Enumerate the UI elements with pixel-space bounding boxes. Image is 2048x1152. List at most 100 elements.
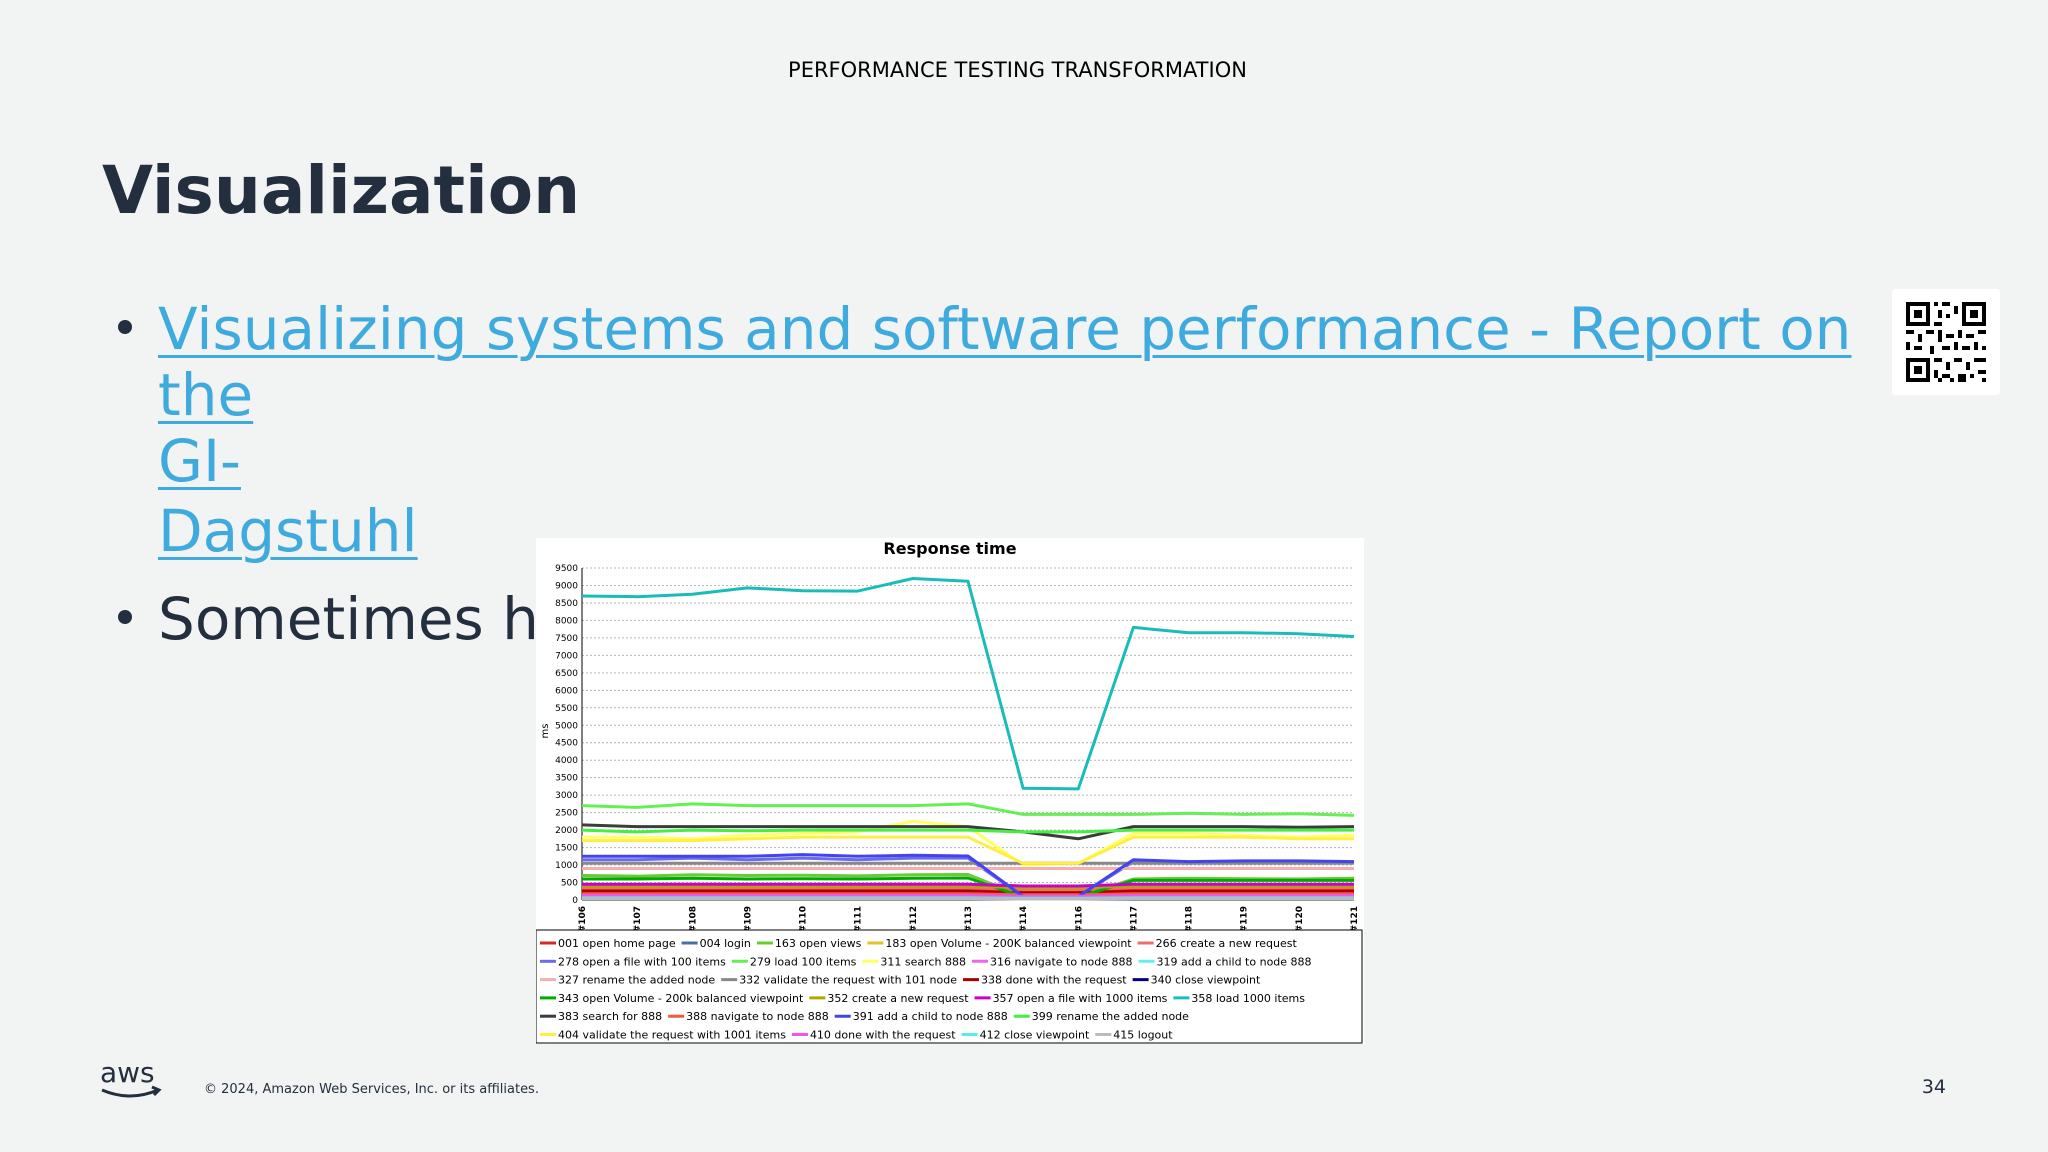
x-tick-label: #121 bbox=[1350, 906, 1360, 932]
legend-label: 399 rename the added node bbox=[1032, 1010, 1189, 1023]
chart-ylabel: ms bbox=[540, 724, 551, 739]
series-line bbox=[581, 823, 1355, 841]
report-link[interactable]: Visualizing systems and software perform… bbox=[158, 295, 1898, 564]
series-line bbox=[582, 882, 1354, 888]
y-tick-label: 4500 bbox=[555, 739, 578, 749]
report-link-line1[interactable]: Visualizing systems and software perform… bbox=[158, 295, 1852, 429]
bullet-item-link: Visualizing systems and software perform… bbox=[118, 296, 1898, 564]
y-tick-label: 5500 bbox=[555, 704, 578, 714]
series-line bbox=[582, 853, 1355, 898]
y-tick-label: 3500 bbox=[555, 774, 578, 784]
x-tick-label: #107 bbox=[633, 906, 643, 932]
series-line bbox=[582, 835, 1354, 865]
bullet-text: Sometimes he bbox=[158, 585, 575, 653]
y-tick-label: 8000 bbox=[555, 616, 578, 626]
legend-label: 004 login bbox=[700, 937, 751, 950]
y-tick-label: 6500 bbox=[555, 669, 578, 679]
x-tick-label: #117 bbox=[1129, 906, 1139, 932]
x-tick-label: #108 bbox=[688, 906, 698, 932]
legend-label: 319 add a child to node 888 bbox=[1157, 955, 1312, 968]
chart-legend: 001 open home page 004 login 163 open view… bbox=[540, 937, 1312, 1042]
y-tick-label: 3000 bbox=[555, 791, 578, 801]
bullet-item-text: Sometimes he bbox=[118, 586, 1898, 652]
series-line bbox=[582, 884, 1354, 890]
legend-label: 388 navigate to node 888 bbox=[686, 1010, 829, 1023]
x-tick-label: #109 bbox=[743, 906, 753, 932]
legend-label: 311 search 888 bbox=[880, 955, 966, 968]
x-tick-label: #113 bbox=[964, 906, 974, 932]
y-tick-label: 5000 bbox=[555, 721, 578, 731]
legend-label: 415 logout bbox=[1113, 1029, 1173, 1042]
chart-title: Response time bbox=[883, 539, 1016, 558]
y-tick-label: 6000 bbox=[555, 686, 578, 696]
bullet-dot bbox=[118, 610, 132, 624]
qr-code-icon[interactable] bbox=[1892, 289, 2000, 395]
series-line bbox=[582, 888, 1354, 893]
legend-label: 163 open views bbox=[775, 937, 862, 950]
x-tick-label: #111 bbox=[854, 906, 864, 932]
response-time-chart: Response time ms 0 500 1000 1500 2000 2500 300… bbox=[535, 538, 1364, 1044]
aws-logo: aws bbox=[100, 1056, 164, 1104]
x-tick-label: #112 bbox=[909, 906, 919, 932]
legend-label: 357 open a file with 1000 items bbox=[993, 992, 1168, 1005]
x-tick-label: #110 bbox=[799, 906, 809, 932]
x-tick-label: #118 bbox=[1185, 906, 1195, 932]
series-line bbox=[581, 802, 1355, 817]
legend-label: 383 search for 888 bbox=[558, 1010, 662, 1023]
series-line bbox=[581, 873, 1355, 898]
y-tick-label: 8500 bbox=[555, 599, 578, 609]
y-tick-label: 1500 bbox=[555, 844, 578, 854]
y-tick-label: 2500 bbox=[555, 809, 578, 819]
legend-label: 412 close viewpoint bbox=[980, 1029, 1090, 1042]
legend-label: 340 close viewpoint bbox=[1151, 974, 1261, 987]
legend-label: 391 add a child to node 888 bbox=[853, 1010, 1008, 1023]
y-tick-label: 9500 bbox=[555, 564, 578, 574]
legend-label: 327 rename the added node bbox=[558, 974, 715, 987]
legend-label: 278 open a file with 100 items bbox=[558, 955, 726, 968]
report-link-line3[interactable]: Dagstuhl bbox=[158, 497, 418, 565]
legend-label: 343 open Volume - 200k balanced viewpoin… bbox=[558, 992, 804, 1005]
svg-text:aws: aws bbox=[100, 1056, 155, 1089]
y-tick-label: 2000 bbox=[555, 826, 578, 836]
y-tick-label: 7000 bbox=[555, 651, 578, 661]
chart-grid bbox=[582, 567, 1354, 901]
y-tick-label: 9000 bbox=[555, 581, 578, 591]
legend-label: 001 open home page bbox=[558, 937, 676, 950]
series-line bbox=[581, 577, 1355, 791]
page-number: 34 bbox=[1921, 1076, 1946, 1098]
series-line bbox=[582, 894, 1354, 898]
slide-title: Visualization bbox=[102, 152, 581, 229]
series-line bbox=[582, 876, 1354, 899]
legend-label: 338 done with the request bbox=[981, 974, 1127, 987]
x-tick-label: #116 bbox=[1074, 906, 1084, 932]
legend-label: 332 validate the request with 101 node bbox=[739, 974, 957, 987]
y-tick-label: 0 bbox=[572, 896, 578, 906]
legend-label: 358 load 1000 items bbox=[1191, 992, 1305, 1005]
bullet-dot bbox=[118, 320, 132, 334]
y-tick-label: 500 bbox=[561, 879, 578, 889]
x-tick-label: #120 bbox=[1295, 906, 1305, 932]
y-tick-label: 1000 bbox=[555, 861, 578, 871]
report-link-line2[interactable]: GI- bbox=[158, 427, 241, 495]
chart-series bbox=[581, 577, 1355, 901]
legend-label: 410 done with the request bbox=[810, 1029, 956, 1042]
legend-label: 404 validate the request with 1001 items bbox=[558, 1029, 786, 1042]
series-line bbox=[582, 892, 1354, 897]
y-tick-label: 4000 bbox=[555, 756, 578, 766]
series-line bbox=[582, 889, 1354, 895]
legend-label: 316 navigate to node 888 bbox=[990, 955, 1133, 968]
bullet-list: Visualizing systems and software perform… bbox=[118, 296, 1898, 652]
series-line bbox=[581, 828, 1354, 834]
legend-label: 352 create a new request bbox=[827, 992, 969, 1005]
series-line bbox=[582, 886, 1354, 891]
x-tick-label: #106 bbox=[578, 906, 588, 932]
legend-frame bbox=[535, 929, 1363, 1044]
copyright-text: © 2024, Amazon Web Services, Inc. or its… bbox=[204, 1082, 539, 1097]
header-title: PERFORMANCE TESTING TRANSFORMATION bbox=[788, 58, 1247, 82]
legend-label: 266 create a new request bbox=[1156, 937, 1298, 950]
legend-label: 183 open Volume - 200K balanced viewpoin… bbox=[885, 937, 1132, 950]
x-tick-label: #114 bbox=[1019, 906, 1029, 932]
chart-svg: Response time ms 0 500 1000 1500 2000 2500 300… bbox=[535, 539, 1363, 1044]
legend-label: 279 load 100 items bbox=[750, 955, 857, 968]
y-tick-label: 7500 bbox=[555, 634, 578, 644]
